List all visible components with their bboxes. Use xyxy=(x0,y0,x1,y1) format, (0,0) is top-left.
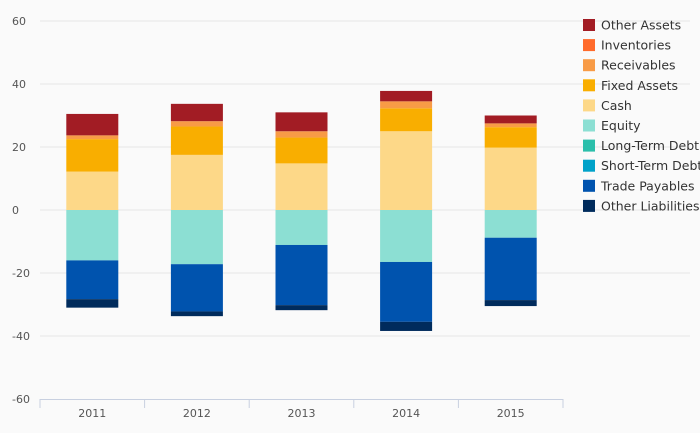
legend-item[interactable]: Short-Term Debt xyxy=(583,158,700,173)
legend-label: Trade Payables xyxy=(600,178,695,193)
bar-segment xyxy=(484,127,537,148)
bar-segment xyxy=(66,113,119,136)
bar-segment xyxy=(380,90,433,102)
bar-segment xyxy=(484,237,537,301)
legend-label: Receivables xyxy=(601,58,676,73)
bar-segment xyxy=(275,137,328,164)
bar-segment xyxy=(380,261,433,322)
x-tick-label: 2014 xyxy=(392,407,420,420)
bar-segment xyxy=(170,264,223,312)
legend-item[interactable]: Equity xyxy=(583,118,641,133)
legend-item[interactable]: Long-Term Debt xyxy=(583,138,699,153)
x-tick-label: 2013 xyxy=(288,407,316,420)
bar-segment xyxy=(66,135,119,140)
bar-segment xyxy=(380,210,433,262)
legend-label: Short-Term Debt xyxy=(601,158,700,173)
y-tick-label: -20 xyxy=(12,267,30,280)
bar-segment xyxy=(484,300,537,307)
bar-segment xyxy=(484,147,537,210)
legend-swatch xyxy=(583,99,595,112)
bar-segment xyxy=(275,163,328,210)
bar-segment xyxy=(484,210,537,238)
legend-swatch xyxy=(583,39,595,52)
legend-label: Other Liabilities xyxy=(601,198,700,213)
legend-label: Cash xyxy=(601,98,632,113)
legend-swatch xyxy=(583,139,595,152)
x-tick-label: 2011 xyxy=(78,407,106,420)
bars xyxy=(66,90,537,331)
legend-item[interactable]: Other Liabilities xyxy=(583,198,700,213)
legend-label: Other Assets xyxy=(601,18,681,33)
y-tick-label: 0 xyxy=(12,204,19,217)
legend-swatch xyxy=(583,59,595,72)
x-tick-label: 2015 xyxy=(497,407,525,420)
x-axis: 2011 2012 2013 2014 2015 xyxy=(39,399,564,420)
bar-segment xyxy=(275,210,328,245)
y-tick-label: 20 xyxy=(12,141,26,154)
legend-swatch xyxy=(583,119,595,132)
legend-item[interactable]: Inventories xyxy=(583,38,671,53)
bar-segment xyxy=(275,112,328,132)
bar-segment xyxy=(275,244,328,306)
bar-segment xyxy=(275,131,328,138)
legend-item[interactable]: Trade Payables xyxy=(583,178,695,193)
legend-item[interactable]: Cash xyxy=(583,98,632,113)
bar-segment xyxy=(170,154,223,210)
bar-segment xyxy=(380,131,433,210)
y-tick-label: 60 xyxy=(12,15,26,28)
y-tick-label: 40 xyxy=(12,78,26,91)
bar-segment xyxy=(484,123,537,128)
bar-segment xyxy=(170,126,223,155)
legend-item[interactable]: Other Assets xyxy=(583,18,681,33)
bar-segment xyxy=(380,321,433,331)
bar-segment xyxy=(380,108,433,132)
legend-label: Equity xyxy=(601,118,641,133)
x-tick-label: 2012 xyxy=(183,407,211,420)
legend-swatch xyxy=(583,179,595,192)
legend-item[interactable]: Receivables xyxy=(583,58,676,73)
bar-segment xyxy=(66,299,119,308)
legend-swatch xyxy=(583,199,595,212)
legend-swatch xyxy=(583,79,595,92)
bar-segment xyxy=(170,103,223,122)
y-tick-label: -60 xyxy=(12,393,30,406)
bar-segment xyxy=(66,260,119,300)
bar-segment xyxy=(66,210,119,261)
legend-label: Long-Term Debt xyxy=(601,138,699,153)
legend: Other Assets Inventories Receivables Fixed … xyxy=(583,18,700,213)
bar-segment xyxy=(170,210,223,265)
legend-label: Fixed Assets xyxy=(601,78,678,93)
gridlines xyxy=(40,20,690,337)
y-tick-label: -40 xyxy=(12,330,30,343)
bar-segment xyxy=(66,139,119,172)
legend-swatch xyxy=(583,19,595,31)
legend-item[interactable]: Fixed Assets xyxy=(583,78,678,93)
bar-segment xyxy=(170,121,223,127)
bar-segment xyxy=(484,115,537,124)
y-axis-tick-labels: 60 40 20 0 -20 -40 -60 xyxy=(12,15,30,406)
bar-segment xyxy=(380,101,433,109)
legend-swatch xyxy=(583,159,595,172)
bar-segment xyxy=(275,305,328,311)
bar-segment xyxy=(66,171,119,210)
legend-label: Inventories xyxy=(601,38,671,53)
bar-segment xyxy=(170,311,223,317)
